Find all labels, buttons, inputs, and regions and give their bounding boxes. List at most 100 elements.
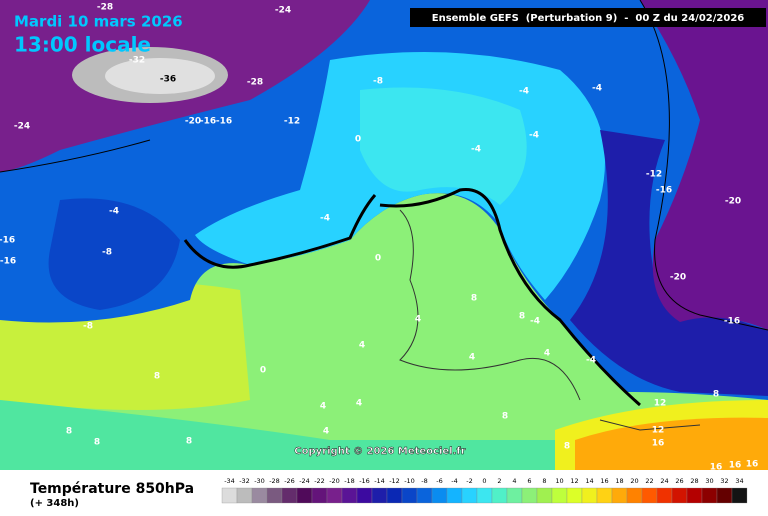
legend-swatch bbox=[551, 487, 568, 504]
contour-label: -16 bbox=[0, 236, 15, 246]
legend-swatch bbox=[701, 487, 718, 504]
contour-label: -20 bbox=[670, 273, 686, 283]
legend-swatch bbox=[251, 487, 268, 504]
contour-label: -32 bbox=[129, 56, 145, 66]
contour-line bbox=[0, 0, 768, 331]
legend-swatch bbox=[476, 487, 493, 504]
contour-label: -8 bbox=[102, 248, 112, 258]
model-box bbox=[410, 8, 766, 27]
contour-label: -16 bbox=[656, 186, 672, 196]
contour-label: -16 bbox=[216, 117, 232, 127]
color-legend: -34 -32 -30 -28 -26 -24 -22 -20 -18 -16 -14 -12 -10-… bbox=[221, 477, 748, 504]
legend-swatch bbox=[686, 487, 703, 504]
contour-label: -20 bbox=[725, 197, 741, 207]
legend-label: -4 bbox=[451, 477, 457, 485]
legend-label: 0 bbox=[482, 477, 486, 485]
contour-label: -8 bbox=[373, 77, 383, 87]
legend-swatch bbox=[281, 487, 298, 504]
legend-label: -12 bbox=[389, 477, 400, 485]
legend-swatch bbox=[236, 487, 253, 504]
legend-label: -14 bbox=[374, 477, 385, 485]
legend-swatch bbox=[491, 487, 508, 504]
copyright: Copyright © 2026 Meteociel.fr bbox=[294, 446, 465, 457]
legend-label: -22 bbox=[314, 477, 325, 485]
region bbox=[575, 417, 768, 470]
contour-label: -16 bbox=[724, 317, 740, 327]
legend-swatch bbox=[581, 487, 598, 504]
contour-label: 8 bbox=[154, 372, 160, 382]
legend-label: 32 bbox=[720, 477, 728, 485]
contour-label: -4 bbox=[471, 145, 481, 155]
zero-isotherm bbox=[183, 188, 641, 407]
region bbox=[570, 130, 768, 396]
legend-swatch bbox=[536, 487, 553, 504]
contour-label: 0 bbox=[355, 135, 361, 145]
legend-swatch bbox=[641, 487, 658, 504]
contour-label: 0 bbox=[260, 366, 266, 376]
contour-label: -4 bbox=[592, 84, 602, 94]
legend-label: 22 bbox=[645, 477, 653, 485]
contour-label: -4 bbox=[320, 214, 330, 224]
model-info: Ensemble GEFS (Perturbation 9) - 00 Z du… bbox=[432, 13, 745, 24]
legend-swatch bbox=[431, 487, 448, 504]
region bbox=[105, 58, 215, 94]
contour-label: 8 bbox=[471, 294, 477, 304]
legend-label: 28 bbox=[690, 477, 698, 485]
contour-label: 12 bbox=[654, 399, 667, 409]
coastline bbox=[399, 209, 701, 431]
legend-swatch bbox=[506, 487, 523, 504]
contour-label: -20 bbox=[185, 117, 201, 127]
contour-label: 16 bbox=[729, 461, 742, 471]
contour-label: 16 bbox=[652, 439, 665, 449]
legend-swatch bbox=[731, 487, 748, 504]
contour-label: 0 bbox=[375, 254, 381, 264]
contour-label: -24 bbox=[275, 6, 291, 16]
legend-label: -10 bbox=[404, 477, 415, 485]
legend-swatch bbox=[356, 487, 373, 504]
contour-label: -28 bbox=[247, 78, 263, 88]
contour-label: 8 bbox=[94, 438, 100, 448]
legend-label: -16 bbox=[359, 477, 370, 485]
footer-title: Température 850hPa bbox=[30, 481, 194, 497]
legend-label: -24 bbox=[299, 477, 310, 485]
contour-label: -16 bbox=[0, 257, 16, 267]
legend-label: -26 bbox=[284, 477, 295, 485]
cold-region bbox=[640, 0, 768, 330]
legend-swatch bbox=[341, 487, 358, 504]
contour-label: 8 bbox=[66, 427, 72, 437]
legend-swatch bbox=[716, 487, 733, 504]
legend-label: -2 bbox=[466, 477, 472, 485]
contour-label: 8 bbox=[502, 412, 508, 422]
legend-label: -34 bbox=[224, 477, 235, 485]
contour-label: -36 bbox=[160, 75, 176, 85]
legend-label: 10 bbox=[555, 477, 563, 485]
contour-label: 4 bbox=[320, 402, 326, 412]
legend-swatch bbox=[266, 487, 283, 504]
contour-label: 12 bbox=[652, 426, 665, 436]
legend-label: -6 bbox=[436, 477, 442, 485]
contour-label: 4 bbox=[415, 315, 421, 325]
legend-swatch bbox=[371, 487, 388, 504]
legend-label: 6 bbox=[527, 477, 531, 485]
contour-label: -12 bbox=[646, 170, 662, 180]
legend-label: -8 bbox=[421, 477, 427, 485]
legend-swatch bbox=[416, 487, 433, 504]
contour-label: -4 bbox=[519, 87, 529, 97]
contour-label: 4 bbox=[323, 427, 329, 437]
legend-label: -28 bbox=[269, 477, 280, 485]
legend-label: 4 bbox=[512, 477, 516, 485]
contour-label: -28 bbox=[97, 3, 113, 13]
contour-label: 8 bbox=[713, 390, 719, 400]
legend-swatch bbox=[626, 487, 643, 504]
contour-label: 8 bbox=[564, 442, 570, 452]
legend-label: -30 bbox=[254, 477, 265, 485]
legend-label: 18 bbox=[615, 477, 623, 485]
contour-label: -24 bbox=[14, 122, 30, 132]
legend-label: 2 bbox=[497, 477, 501, 485]
contour-label: -8 bbox=[83, 322, 93, 332]
legend-label: 16 bbox=[600, 477, 608, 485]
legend-swatch bbox=[521, 487, 538, 504]
region bbox=[0, 400, 560, 470]
legend-swatch bbox=[461, 487, 478, 504]
legend-label: -18 bbox=[344, 477, 355, 485]
